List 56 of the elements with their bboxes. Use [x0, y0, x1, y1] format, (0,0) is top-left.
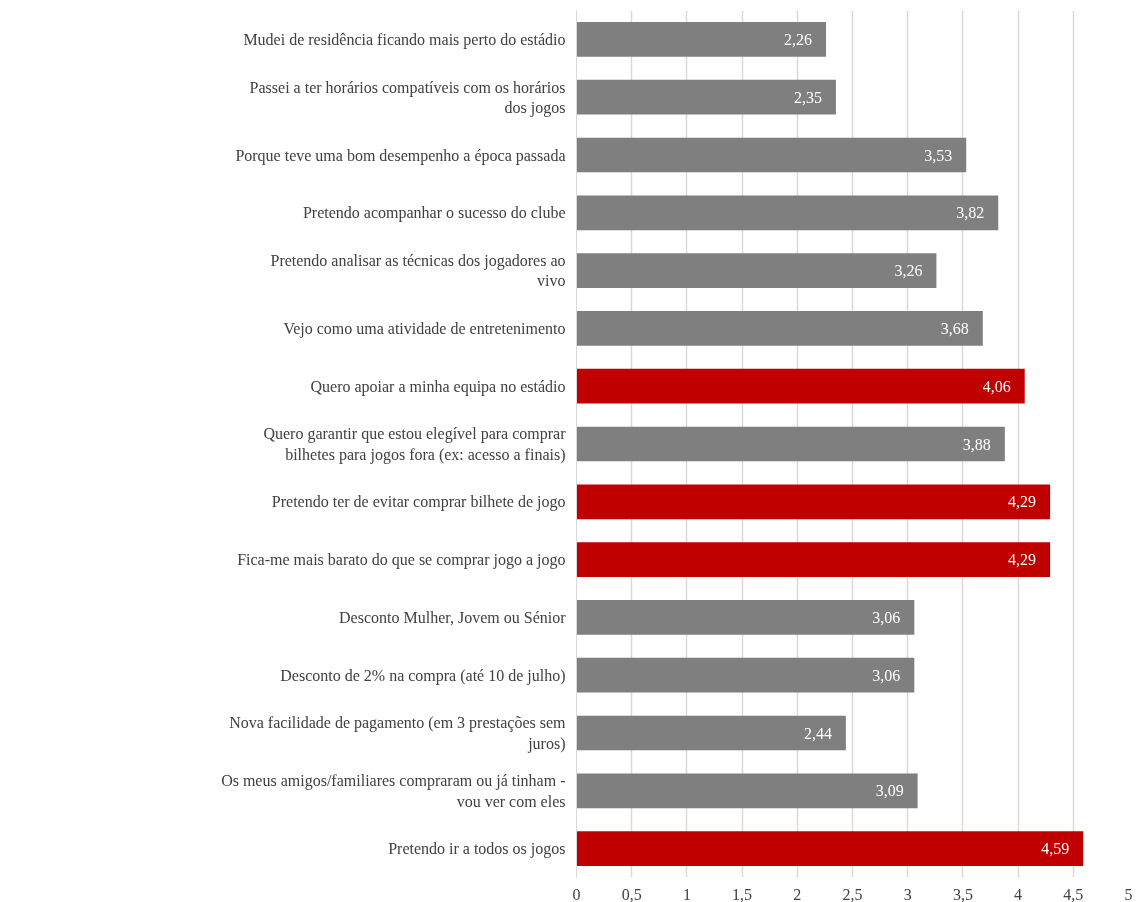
bar [576, 484, 1051, 520]
bar [576, 368, 1025, 404]
y-tick-label: Passei a ter horários compatíveis com os horários dos jogos [249, 78, 566, 117]
data-label: 4,06 [982, 377, 1011, 395]
data-label: 3,06 [872, 608, 901, 626]
data-label: 2,26 [784, 30, 812, 48]
y-tick-label: Pretendo acompanhar o sucesso do clube [302, 204, 566, 223]
y-tick-label: Pretendo analisar as técnicas dos jogadores ao vivo [270, 251, 566, 290]
y-tick-label: Nova facilidade de pagamento (em 3 prestações sem juros) [229, 714, 567, 753]
data-label: 4,59 [1041, 840, 1070, 858]
data-label: 3,09 [875, 782, 904, 800]
data-label: 2,35 [793, 88, 822, 106]
x-tick-label: 3 [903, 885, 912, 902]
x-tick-label: 5 [1124, 885, 1133, 902]
y-tick-label: Fica-me mais barato do que se comprar jogo a jogo [237, 551, 566, 570]
data-label: 4,29 [1008, 493, 1037, 511]
x-tick-label: 0,5 [621, 885, 642, 902]
y-tick-label: Vejo como uma atividade de entretenimento [283, 319, 566, 338]
y-tick-label: Desconto de 2% na compra (até 10 de julho) [280, 666, 566, 685]
data-label: 3,06 [872, 666, 901, 684]
y-tick-label: Desconto Mulher, Jovem ou Sénior [339, 608, 567, 626]
bar [576, 831, 1084, 866]
x-tick-label: 0 [572, 885, 581, 902]
bar [576, 715, 846, 751]
bar [576, 600, 915, 635]
data-label: 4,29 [1008, 551, 1037, 569]
x-tick-label: 3,5 [952, 885, 973, 902]
data-label: 3,82 [956, 204, 985, 222]
x-tick-label: 2 [793, 885, 802, 902]
y-tick-label: Os meus amigos/familiares compraram ou já tinham - vou ver com eles [221, 772, 566, 810]
bar [576, 773, 918, 809]
x-tick-label: 4 [1014, 885, 1023, 902]
bar [576, 79, 836, 115]
x-tick-label: 1 [682, 885, 691, 902]
y-tick-label: Pretendo ter de evitar comprar bilhete de jogo [271, 493, 566, 512]
y-tick-label: Porque teve uma bom desempenho a época passada [235, 146, 566, 165]
y-tick-label: Mudei de residência ficando mais perto do estádio [243, 30, 566, 49]
x-tick-label: 4,5 [1063, 885, 1084, 902]
y-tick-label: Pretendo ir a todos os jogos [388, 840, 566, 859]
bar [576, 195, 999, 231]
data-label: 3,53 [924, 146, 953, 164]
bar [576, 426, 1005, 462]
bar [576, 657, 915, 693]
bar [576, 311, 983, 346]
data-label: 3,88 [962, 435, 991, 453]
data-label: 2,44 [803, 724, 832, 742]
data-label: 3,68 [940, 319, 969, 337]
bar [576, 542, 1051, 577]
bar [576, 22, 826, 57]
bar [576, 137, 967, 173]
y-tick-label: Quero garantir que estou elegível para comprar bilhetes para jogos fora (ex: acesso a finais) [263, 425, 567, 464]
y-tick-label: Quero apoiar a minha equipa no estádio [310, 377, 566, 396]
x-tick-label: 2,5 [842, 885, 863, 902]
x-tick-label: 1,5 [732, 885, 753, 902]
bar [576, 253, 937, 288]
data-label: 3,26 [894, 262, 923, 280]
